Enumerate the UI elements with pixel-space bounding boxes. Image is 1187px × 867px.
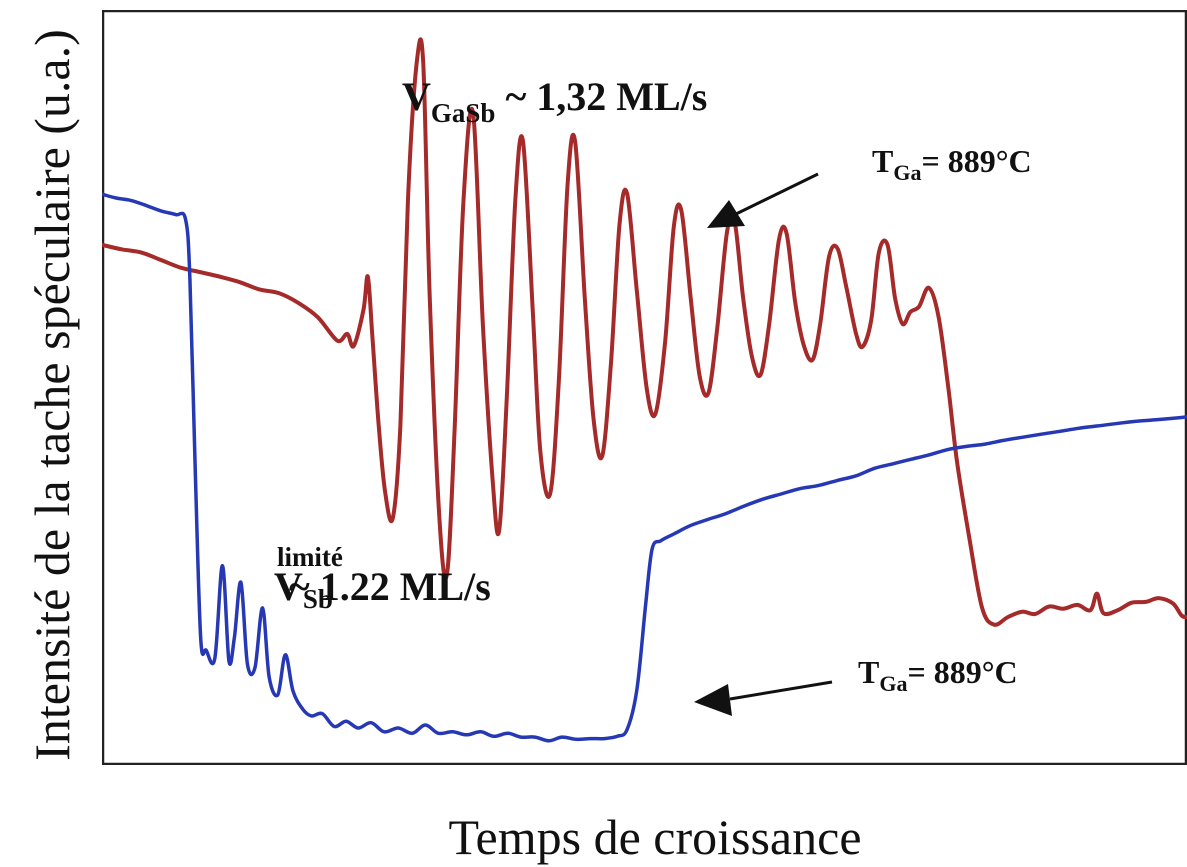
series-layer	[102, 37, 1187, 743]
series-line-1	[102, 37, 1187, 627]
annotation-tga-bottom: TGa= 889°C	[858, 654, 1018, 696]
annotation-arrow-red	[707, 172, 819, 228]
series-line-2	[102, 192, 1187, 743]
chart-svg: VGaSb ~ 1,32 ML/s VSblimité ~ 1.22 ML/s T…	[102, 10, 1187, 765]
annotation-vgasb: VGaSb ~ 1,32 ML/s	[402, 74, 707, 128]
x-axis-title: Temps de croissance	[448, 809, 862, 865]
plot-area: VGaSb ~ 1,32 ML/s VSblimité ~ 1.22 ML/s T…	[102, 10, 1187, 765]
annotation-tga-top: TGa= 889°C	[872, 143, 1032, 185]
plot-frame	[102, 10, 1187, 765]
annotation-vsb-limite: VSblimité ~ 1.22 ML/s	[274, 542, 491, 614]
annotation-arrow-blue	[694, 680, 833, 716]
y-axis-title: Intensité de la tache spéculaire (u.a.)	[24, 29, 80, 761]
